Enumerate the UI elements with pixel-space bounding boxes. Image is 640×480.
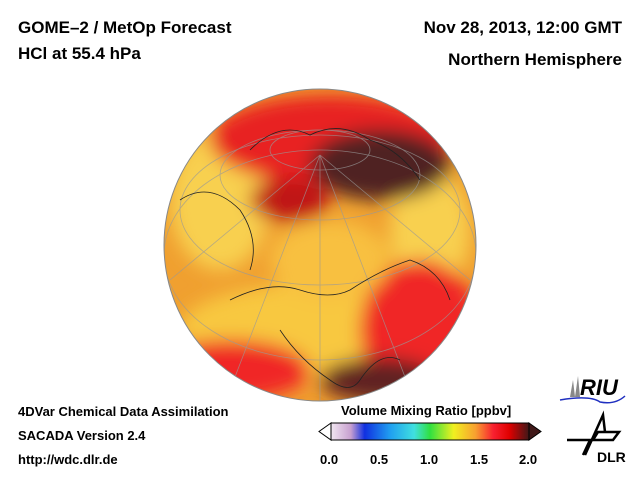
colorbar xyxy=(318,422,542,441)
hcl-field xyxy=(164,89,476,401)
colorbar-tick: 0.0 xyxy=(320,452,339,467)
footer-line-1: 4DVar Chemical Data Assimilation xyxy=(18,404,229,419)
map-title: GOME–2 / MetOp Forecast xyxy=(18,18,232,37)
colorbar-tick: 1.0 xyxy=(420,452,439,467)
colorbar-tick: 2.0 xyxy=(519,452,538,467)
footer-line-2: SACADA Version 2.4 xyxy=(18,428,146,443)
dlr-logo xyxy=(567,410,622,456)
date-label: Nov 28, 2013, 12:00 GMT xyxy=(423,18,622,37)
region-label: Northern Hemisphere xyxy=(448,50,622,69)
dlr-logo-text: DLR xyxy=(597,449,626,465)
riu-logo-text: RIU xyxy=(580,375,618,400)
map-subtitle: HCl at 55.4 hPa xyxy=(18,44,141,63)
colorbar-title: Volume Mixing Ratio [ppbv] xyxy=(341,403,512,418)
colorbar-tick: 0.5 xyxy=(370,452,389,467)
footer-url[interactable]: http://wdc.dlr.de xyxy=(18,452,118,467)
colorbar-tick: 1.5 xyxy=(470,452,489,467)
riu-logo xyxy=(559,376,626,404)
